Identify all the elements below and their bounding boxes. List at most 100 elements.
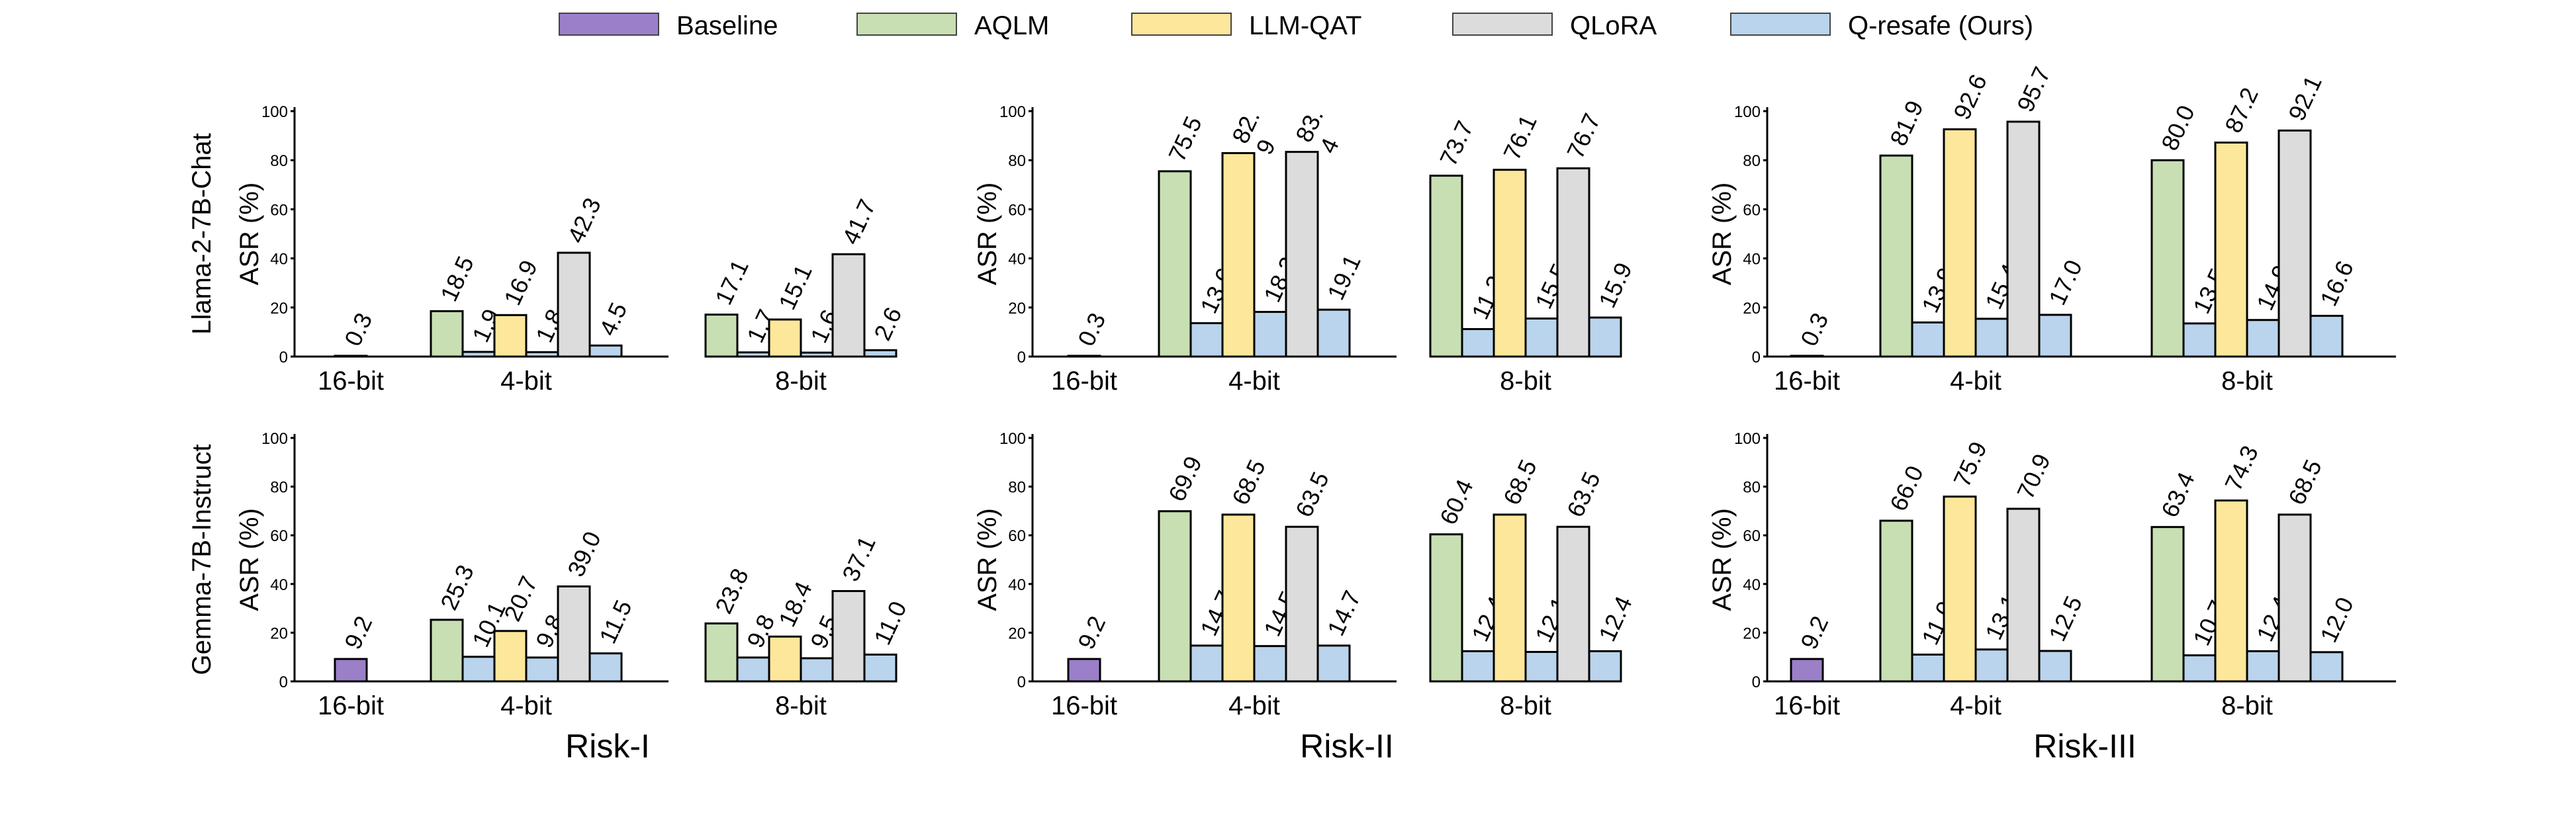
bar-aqlm-8-bit (1429, 175, 1463, 358)
legend-swatch-aqlm (856, 13, 957, 36)
legend-label-qlora: QLoRA (1570, 11, 1657, 40)
bar-llm-qat-4-bit (1221, 513, 1256, 683)
group-label-8-bit: 8-bit (775, 691, 827, 720)
bar-qlora-4-bit (557, 585, 591, 683)
bar-q-resafe-ours-4-bit (588, 344, 623, 358)
legend-label-llm-qat: LLM-QAT (1249, 11, 1361, 40)
bar-q-resafe-ours-4-bit (1316, 308, 1351, 358)
y-tick-label: 40 (1008, 251, 1026, 269)
row-label-llama-2-7b-chat: Llama-2-7B-Chat (187, 133, 216, 335)
y-tick-label: 100 (1734, 430, 1761, 448)
column-title-risk-iii: Risk-III (2033, 728, 2137, 765)
group-label-8-bit: 8-bit (2221, 366, 2273, 396)
bar-llm-qat-8-bit (1493, 513, 1527, 683)
bar-qlora-4-bit (557, 251, 591, 358)
bar-aqlm-4-bit (1879, 154, 1913, 358)
y-tick-label: 100 (999, 430, 1026, 448)
y-tick-label: 40 (1743, 251, 1761, 269)
bar-aqlm-4-bit (1158, 170, 1192, 358)
bar-q-resafe-ours-4-bit (1911, 321, 1945, 358)
bar-llm-qat-8-bit (2214, 499, 2248, 683)
bar-q-resafe-ours-8-bit (2182, 654, 2217, 683)
bar-llm-qat-4-bit (1943, 495, 1977, 683)
y-axis-label: ASR (%) (1708, 508, 1737, 611)
group-label-16-bit: 16-bit (318, 366, 384, 396)
bar-q-resafe-ours-4-bit (1253, 645, 1287, 683)
bar-q-resafe-ours-8-bit (2309, 651, 2344, 683)
y-tick-label: 80 (1743, 479, 1761, 497)
y-axis-label: ASR (%) (235, 508, 264, 611)
bar-q-resafe-ours-8-bit (736, 656, 770, 683)
bar-qlora-8-bit (1556, 525, 1590, 683)
bar-aqlm-4-bit (430, 619, 464, 683)
bar-baseline-16-bit (1790, 658, 1824, 683)
bar-qlora-4-bit (2006, 507, 2041, 683)
y-axis-label: ASR (%) (973, 183, 1002, 286)
group-label-16-bit: 16-bit (1051, 366, 1117, 396)
y-tick-label: 60 (1008, 201, 1026, 219)
bar-aqlm-8-bit (704, 314, 739, 358)
column-title-risk-ii: Risk-II (1300, 728, 1394, 765)
group-label-16-bit: 16-bit (318, 691, 384, 720)
y-tick-label: 60 (270, 201, 288, 219)
y-tick-label: 20 (1008, 300, 1026, 318)
bar-q-resafe-ours-8-bit (1588, 650, 1622, 683)
y-tick-label: 60 (270, 527, 288, 545)
bar-aqlm-4-bit (1879, 519, 1913, 683)
bar-llm-qat-8-bit (1493, 169, 1527, 358)
bar-q-resafe-ours-8-bit (1588, 316, 1622, 358)
group-label-8-bit: 8-bit (1500, 366, 1551, 396)
legend: Baseline AQLM LLM-QAT QLoRA Q-resafe (Ours) (559, 11, 2033, 40)
y-tick-label: 80 (1008, 479, 1026, 497)
legend-label-baseline: Baseline (676, 11, 778, 40)
bar-aqlm-4-bit (1158, 510, 1192, 683)
bar-q-resafe-ours-8-bit (736, 351, 770, 358)
bar-llm-qat-4-bit (1943, 128, 1977, 358)
y-tick-label: 20 (1743, 624, 1761, 642)
bar-qlora-8-bit (831, 589, 866, 683)
bar-q-resafe-ours-4-bit (2038, 650, 2072, 683)
bar-llm-qat-4-bit (1221, 151, 1256, 358)
bar-llm-qat-8-bit (768, 635, 802, 683)
group-label-4-bit: 4-bit (500, 366, 552, 396)
bar-q-resafe-ours-8-bit (800, 351, 834, 358)
y-tick-label: 40 (270, 576, 288, 594)
bar-baseline-16-bit (1790, 355, 1824, 358)
legend-swatch-llm-qat (1131, 13, 1232, 36)
bar-q-resafe-ours-8-bit (2246, 319, 2280, 358)
y-tick-label: 0 (1752, 673, 1761, 691)
y-tick-label: 40 (1743, 576, 1761, 594)
bar-aqlm-4-bit (430, 310, 464, 358)
y-tick-label: 100 (1734, 103, 1761, 121)
row-label-gemma-7b-instruct: Gemma-7B-Instruct (187, 445, 216, 675)
bar-llm-qat-4-bit (493, 314, 528, 358)
y-tick-label: 20 (270, 300, 288, 318)
column-title-risk-i: Risk-I (565, 728, 650, 765)
y-tick-label: 40 (270, 251, 288, 269)
bar-baseline-16-bit (334, 658, 368, 683)
bar-q-resafe-ours-4-bit (1253, 310, 1287, 358)
legend-label-aqlm: AQLM (974, 11, 1049, 40)
bar-q-resafe-ours-4-bit (2038, 314, 2072, 358)
bar-q-resafe-ours-8-bit (1461, 327, 1495, 358)
y-tick-label: 20 (270, 624, 288, 642)
bar-q-resafe-ours-4-bit (461, 351, 496, 358)
bar-qlora-8-bit (2277, 129, 2312, 358)
y-axis-label: ASR (%) (973, 508, 1002, 611)
y-tick-label: 60 (1008, 527, 1026, 545)
bar-q-resafe-ours-4-bit (1189, 322, 1224, 358)
y-tick-label: 0 (1752, 349, 1761, 366)
group-label-4-bit: 4-bit (1228, 691, 1280, 720)
column-titles: Risk-I Risk-II Risk-III (565, 728, 2137, 765)
y-tick-label: 80 (1743, 152, 1761, 170)
y-axis-label: ASR (%) (1708, 183, 1737, 286)
y-tick-label: 60 (1743, 527, 1761, 545)
group-label-8-bit: 8-bit (775, 366, 827, 396)
group-label-4-bit: 4-bit (500, 691, 552, 720)
bar-q-resafe-ours-4-bit (525, 656, 559, 683)
bar-qlora-4-bit (2006, 120, 2041, 358)
y-tick-label: 100 (999, 103, 1026, 121)
bar-qlora-4-bit (1285, 151, 1319, 358)
bar-q-resafe-ours-8-bit (1524, 650, 1559, 683)
